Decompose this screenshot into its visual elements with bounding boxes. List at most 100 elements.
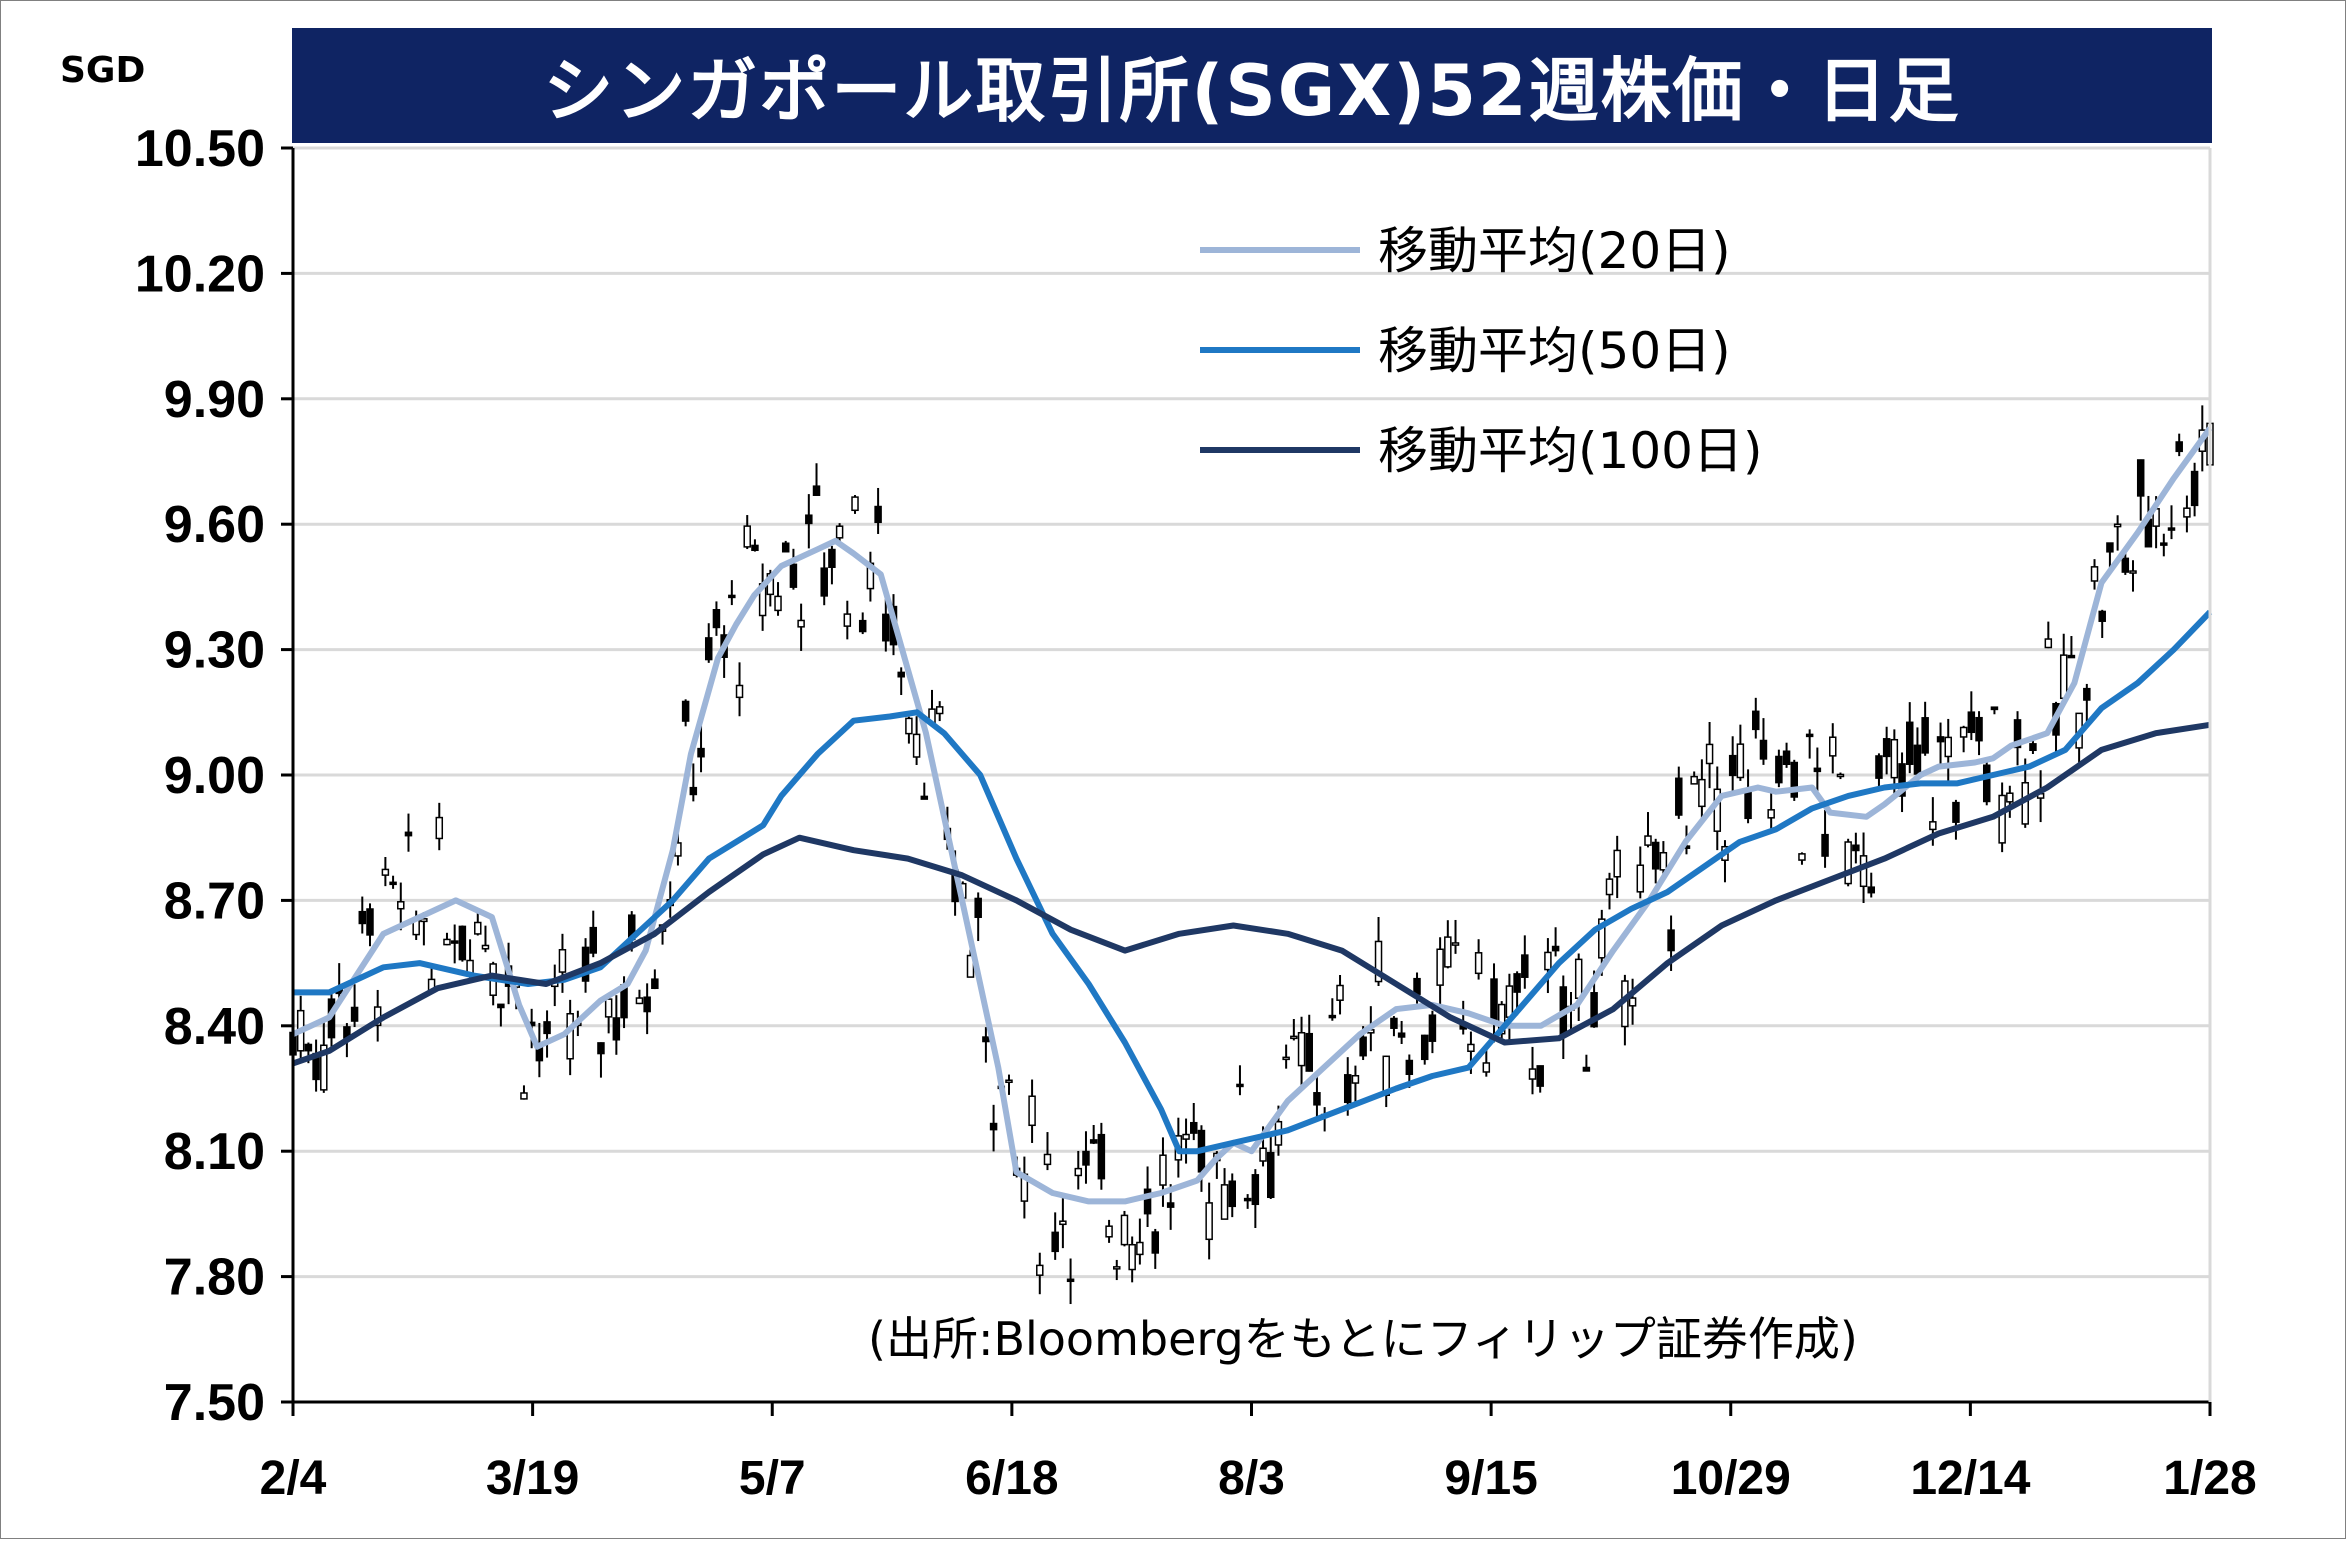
candle-body bbox=[1775, 755, 1783, 784]
candle-body bbox=[1143, 1188, 1152, 1215]
candle-body bbox=[1428, 1014, 1437, 1042]
legend-label: 移動平均(100日) bbox=[1378, 422, 1762, 480]
candle-body bbox=[1066, 1278, 1075, 1283]
source-note: (出所:Bloombergをもとにフィリップ証券作成) bbox=[868, 1312, 1858, 1366]
candle-body bbox=[2160, 542, 2168, 546]
candle-body bbox=[1205, 1202, 1213, 1241]
candle-body bbox=[1120, 1214, 1129, 1246]
candle-body bbox=[389, 881, 397, 886]
y-tick-label: 7.50 bbox=[164, 1374, 265, 1432]
candle-body bbox=[450, 940, 459, 944]
candle-body bbox=[974, 897, 982, 918]
candle-body bbox=[2167, 527, 2176, 531]
candle-body bbox=[1690, 775, 1698, 785]
candle-body bbox=[474, 921, 482, 935]
candle-body bbox=[458, 925, 467, 961]
candle-body bbox=[1182, 1133, 1190, 1140]
candle-body bbox=[681, 700, 690, 722]
candle-body bbox=[828, 548, 836, 568]
candle-body bbox=[1313, 1092, 1321, 1106]
candle-body bbox=[989, 1122, 998, 1131]
candle-body bbox=[1159, 1154, 1167, 1186]
y-tick-label: 8.70 bbox=[164, 872, 265, 930]
candle-body bbox=[1282, 1056, 1290, 1061]
candle-body bbox=[2029, 743, 2037, 752]
candle-body bbox=[728, 594, 736, 599]
candle-body bbox=[2090, 566, 2099, 582]
candle-body bbox=[1228, 1180, 1237, 1208]
candle-body bbox=[1875, 755, 1883, 779]
candle-body bbox=[2013, 719, 2022, 749]
candle-body bbox=[1089, 1139, 1098, 1144]
candle-body bbox=[404, 831, 413, 837]
candle-body bbox=[1105, 1225, 1113, 1238]
x-tick-label: 2/4 bbox=[260, 1452, 327, 1505]
legend-label: 移動平均(20日) bbox=[1378, 222, 1731, 280]
candle-body bbox=[1551, 945, 1560, 952]
x-tick-label: 6/18 bbox=[965, 1452, 1058, 1505]
candle-body bbox=[712, 609, 721, 629]
candle-body bbox=[435, 816, 444, 840]
candle-body bbox=[1644, 835, 1652, 846]
candle-body bbox=[1374, 940, 1383, 983]
candle-body bbox=[905, 717, 913, 735]
ma-line-ma20 bbox=[291, 426, 2213, 1205]
candle-body bbox=[635, 997, 644, 1005]
candle-body bbox=[443, 938, 451, 946]
candle-body bbox=[1036, 1264, 1044, 1276]
candle-body bbox=[1536, 1065, 1544, 1087]
candle-body bbox=[304, 1043, 313, 1052]
x-tick-label: 5/7 bbox=[739, 1452, 806, 1505]
candle-body bbox=[597, 1042, 605, 1055]
x-tick-label: 1/28 bbox=[2163, 1452, 2256, 1505]
x-tick-label: 8/3 bbox=[1218, 1452, 1285, 1505]
candle-body bbox=[1736, 743, 1745, 779]
candle-body bbox=[1929, 821, 1937, 831]
ma-line-ma100 bbox=[292, 721, 2211, 1067]
x-tick-label: 12/14 bbox=[1910, 1452, 2030, 1505]
candle-body bbox=[1305, 1032, 1313, 1072]
candle-body bbox=[1128, 1243, 1136, 1271]
candle-body bbox=[1667, 929, 1675, 952]
candle-body bbox=[1728, 754, 1737, 777]
candle-body bbox=[1166, 1202, 1175, 1208]
candle-body bbox=[604, 998, 613, 1018]
candle-body bbox=[1043, 1153, 1052, 1166]
candle-body bbox=[820, 567, 828, 597]
candle-body bbox=[397, 901, 405, 910]
candle-body bbox=[1521, 954, 1529, 978]
candle-body bbox=[1474, 952, 1483, 975]
candle-body bbox=[1705, 743, 1714, 765]
daily-candles bbox=[289, 405, 2214, 1305]
candle-body bbox=[1605, 878, 1614, 896]
candle-body bbox=[1998, 794, 2006, 844]
candle-body bbox=[1467, 1043, 1475, 1053]
candle-body bbox=[982, 1036, 990, 1043]
candle-body bbox=[320, 1044, 328, 1091]
candle-body bbox=[1451, 942, 1460, 946]
candle-body bbox=[1582, 1066, 1591, 1072]
candle-body bbox=[366, 908, 374, 936]
y-tick-label: 7.80 bbox=[164, 1249, 265, 1307]
candle-body bbox=[1890, 738, 1899, 779]
candle-body bbox=[697, 747, 705, 758]
candle-body bbox=[1113, 1266, 1121, 1270]
candle-body bbox=[1328, 1014, 1337, 1019]
candle-body bbox=[1913, 744, 1922, 775]
candle-body bbox=[1867, 886, 1876, 894]
candle-body bbox=[704, 637, 713, 661]
candle-body bbox=[651, 978, 659, 990]
candle-body bbox=[1051, 1231, 1059, 1253]
x-tick-label: 9/15 bbox=[1444, 1452, 1537, 1505]
candle-body bbox=[1220, 1184, 1229, 1220]
y-tick-label: 9.00 bbox=[164, 747, 265, 805]
candle-body bbox=[1798, 853, 1806, 861]
candle-body bbox=[835, 525, 844, 539]
x-tick-label: 10/29 bbox=[1671, 1452, 1791, 1505]
candle-body bbox=[1713, 788, 1722, 832]
candle-body bbox=[481, 944, 490, 950]
candle-body bbox=[1982, 764, 1991, 803]
candle-body bbox=[2067, 654, 2076, 659]
candle-body bbox=[2175, 441, 2183, 453]
